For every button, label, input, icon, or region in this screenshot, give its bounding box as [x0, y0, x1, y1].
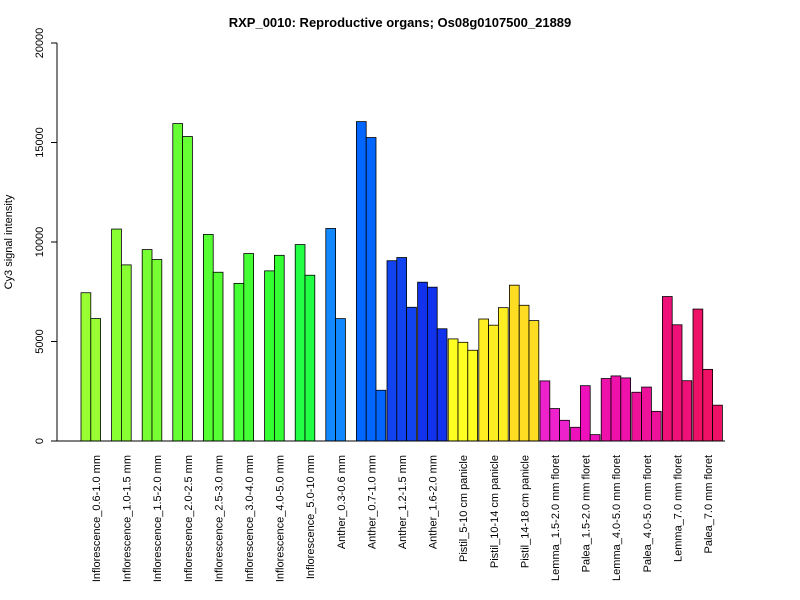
x-tick-label: Inflorescence_5.0-10 mm	[305, 455, 317, 579]
bar	[600, 378, 612, 442]
x-tick-label: Lemma_1.5-2.0 mm floret	[550, 455, 562, 581]
x-tick-label: Pistil_10-14 cm panicle	[489, 455, 501, 568]
bar	[273, 254, 285, 442]
x-tick-label: Inflorescence_3.0-4.0 mm	[244, 455, 256, 582]
bar	[111, 228, 122, 442]
bar	[325, 228, 336, 442]
bar	[478, 318, 489, 442]
bar	[375, 389, 387, 442]
x-tick-label: Inflorescence_2.5-3.0 mm	[213, 455, 225, 582]
bar	[355, 121, 367, 442]
bar	[559, 419, 570, 442]
bar	[712, 404, 723, 442]
bar	[264, 270, 275, 442]
y-tick-label: 10000	[34, 227, 46, 258]
bar	[539, 380, 551, 442]
bar	[692, 308, 704, 442]
bar	[681, 380, 693, 442]
x-tick-label: Anther_0.7-1.0 mm	[366, 455, 378, 549]
bar	[335, 318, 346, 442]
bar	[182, 136, 193, 442]
bar	[518, 304, 530, 442]
bar	[406, 306, 417, 442]
x-tick-label: Lemma_4.0-5.0 mm floret	[611, 455, 623, 581]
bar	[426, 286, 438, 442]
x-tick-label: Anther_0.3-0.6 mm	[336, 455, 348, 549]
y-tick-label: 15000	[34, 127, 46, 158]
bar	[121, 264, 132, 442]
bar	[365, 137, 377, 442]
bar	[436, 328, 448, 442]
x-tick-label: Inflorescence_1.0-1.5 mm	[122, 455, 134, 582]
y-tick-label: 5000	[34, 329, 46, 353]
bar	[202, 234, 214, 442]
bar	[172, 123, 184, 442]
bar	[651, 410, 662, 442]
bar	[497, 307, 509, 442]
bar	[304, 274, 316, 442]
x-tick-label: Inflorescence_4.0-5.0 mm	[275, 455, 287, 582]
bar	[662, 296, 673, 442]
y-axis: 0 5000 10000 15000 20000	[34, 28, 58, 444]
x-tick-label: Pistil_5-10 cm panicle	[458, 455, 470, 562]
y-axis-label: Cy3 signal intensity	[3, 194, 15, 289]
x-tick-label: Anther_1.2-1.5 mm	[397, 455, 409, 549]
bar	[631, 391, 642, 442]
bar	[589, 434, 601, 442]
bar	[233, 282, 245, 442]
bar	[90, 318, 102, 442]
x-tick-label: Inflorescence_2.0-2.5 mm	[183, 455, 195, 582]
bar	[386, 260, 398, 442]
bar	[549, 408, 560, 442]
x-tick-label: Palea_4.0-5.0 mm floret	[642, 455, 654, 572]
bar	[488, 324, 499, 442]
bar	[671, 324, 683, 442]
x-tick-label: Anther_1.6-2.0 mm	[428, 455, 440, 549]
bar	[447, 338, 459, 442]
bar	[610, 375, 622, 442]
x-tick-label: Inflorescence_0.6-1.0 mm	[91, 455, 103, 582]
bar	[212, 271, 224, 442]
bar	[396, 257, 407, 442]
x-tick-label: Palea_1.5-2.0 mm floret	[581, 455, 593, 572]
x-axis: Inflorescence_0.6-1.0 mm Inflorescence_1.…	[57, 440, 725, 582]
bars	[80, 121, 723, 442]
bar	[151, 259, 163, 442]
bar	[580, 385, 591, 442]
bar	[243, 253, 255, 442]
bar	[528, 320, 540, 442]
bar	[620, 377, 631, 442]
bar	[641, 386, 652, 442]
bar	[467, 349, 478, 442]
bar	[294, 244, 306, 442]
bar	[508, 284, 520, 442]
x-tick-label: Pistil_14-18 cm panicle	[519, 455, 531, 568]
y-tick-label: 0	[34, 438, 46, 444]
bar	[702, 368, 713, 442]
y-tick-label: 20000	[34, 28, 46, 59]
bar	[570, 426, 581, 442]
bar	[457, 341, 469, 442]
bar	[80, 292, 92, 442]
x-tick-label: Lemma_7.0 mm floret	[672, 455, 684, 562]
chart-title: RXP_0010: Reproductive organs; Os08g0107…	[229, 15, 572, 30]
x-tick-label: Inflorescence_1.5-2.0 mm	[152, 455, 164, 582]
bar	[141, 249, 153, 442]
x-tick-label: Palea_7.0 mm floret	[703, 455, 715, 553]
bar	[417, 281, 428, 442]
